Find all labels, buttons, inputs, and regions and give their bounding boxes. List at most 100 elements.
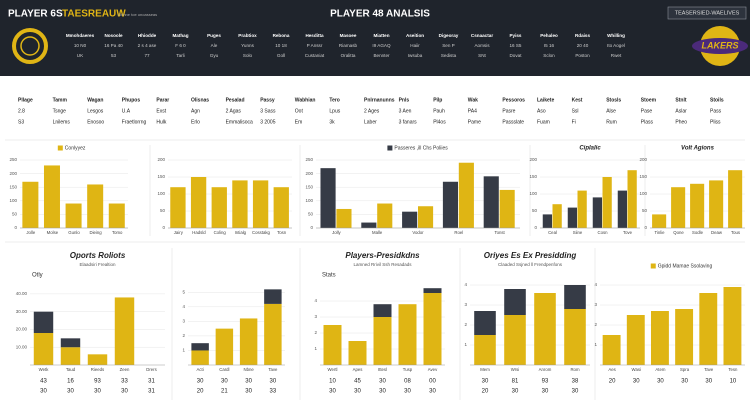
y-tick-label: 200 bbox=[639, 157, 647, 162]
table-cell: Aso bbox=[537, 108, 546, 114]
header-stat: Bennter bbox=[373, 53, 390, 58]
header-stat: I9 AGAQ bbox=[372, 43, 391, 48]
x-sublabel: 20 bbox=[197, 389, 204, 395]
chart-title: Ciplalic bbox=[579, 146, 601, 152]
header-stat: P Anssr bbox=[307, 43, 323, 48]
legend-swatch bbox=[387, 145, 393, 151]
title-a: PLAYER 6S bbox=[8, 9, 63, 20]
bar bbox=[87, 184, 104, 228]
x-tick-label: Tonst bbox=[494, 230, 505, 235]
bar-segment bbox=[373, 304, 392, 317]
table-cell: S3 bbox=[18, 119, 24, 125]
bar bbox=[577, 190, 587, 228]
y-tick-label: 0 bbox=[162, 225, 165, 230]
bar bbox=[723, 287, 742, 365]
header-stat: Rwet bbox=[611, 53, 622, 58]
bar-segment bbox=[239, 318, 258, 365]
bar-segment bbox=[264, 303, 282, 365]
button[interactable] bbox=[667, 6, 747, 20]
header-stat: Pehaleo bbox=[540, 33, 558, 38]
bar bbox=[273, 187, 289, 228]
button-label[interactable]: TEASERSIED-WAELIVES bbox=[675, 10, 740, 16]
y-tick-label: 50 bbox=[532, 208, 538, 213]
x-tick-label: Drers bbox=[146, 367, 157, 372]
table-cell: 2 Ages bbox=[364, 108, 380, 114]
table-header: Phupos bbox=[122, 97, 141, 103]
table-cell: Pass bbox=[710, 108, 722, 114]
x-sublabel: 93 bbox=[94, 379, 101, 385]
chart-title: Volt Agions bbox=[681, 146, 715, 152]
bar-segment bbox=[564, 285, 586, 309]
bar bbox=[252, 180, 269, 228]
bar bbox=[43, 165, 60, 228]
y-tick-label: 10.00 bbox=[16, 344, 28, 349]
bar bbox=[652, 214, 667, 228]
x-tick-label: Gunlo bbox=[68, 230, 80, 235]
bar-segment bbox=[33, 311, 54, 333]
header-stat: Ale bbox=[211, 43, 218, 48]
x-tick-label: Tusp bbox=[403, 367, 413, 372]
x-sublabel: 20 bbox=[609, 379, 616, 385]
x-tick-label: Jolly bbox=[332, 230, 341, 235]
x-sublabel: 30 bbox=[121, 389, 128, 395]
y-tick-label: 150 bbox=[529, 174, 537, 179]
table-cell: 3 Aen bbox=[399, 108, 412, 114]
table-header: Tamm bbox=[53, 97, 68, 103]
header-stat: Gyu bbox=[210, 53, 219, 58]
legend-swatch bbox=[650, 263, 656, 269]
x-sublabel: 16 bbox=[67, 379, 74, 385]
bar bbox=[602, 335, 621, 365]
table-cell: Fuam bbox=[537, 119, 550, 125]
chart-title: Players-Presidkdns bbox=[345, 251, 420, 260]
x-tick-label: Wetk bbox=[39, 367, 50, 372]
header-stat: Mmohdaeres bbox=[66, 33, 95, 38]
x-sublabel: 30 bbox=[245, 389, 252, 395]
bar bbox=[458, 162, 474, 228]
table-cell: Alse bbox=[606, 108, 616, 114]
y-tick-label: 3 bbox=[314, 314, 317, 319]
y-tick-label: 250 bbox=[9, 157, 17, 162]
y-tick-label: 3 bbox=[594, 302, 597, 307]
table-cell: Lpus bbox=[329, 108, 340, 114]
table-cell: Agn bbox=[191, 108, 200, 114]
x-sublabel: 30 bbox=[245, 379, 252, 385]
table-cell: Pheo bbox=[675, 119, 687, 125]
bar-segment bbox=[423, 293, 442, 365]
table-header: Wak bbox=[468, 97, 478, 103]
header-stat: Aomsis bbox=[474, 43, 490, 48]
header-stat: Solo bbox=[243, 53, 253, 58]
y-tick-label: 150 bbox=[9, 184, 17, 189]
x-sublabel: 10 bbox=[730, 379, 737, 385]
bar bbox=[22, 181, 39, 228]
y-tick-label: 40.00 bbox=[16, 291, 28, 296]
y-tick-label: 150 bbox=[305, 184, 313, 189]
header-stat: Haiir bbox=[410, 43, 420, 48]
chart-note: Stats bbox=[322, 273, 336, 279]
x-tick-label: Siine bbox=[573, 230, 583, 235]
table-header: Pesalad bbox=[226, 97, 245, 103]
table-header: Pilp bbox=[433, 97, 442, 103]
header-stat: Hhiodde bbox=[138, 33, 157, 38]
bar bbox=[483, 176, 499, 228]
bar-segment bbox=[264, 289, 282, 304]
header-stat: 20 40 bbox=[577, 43, 589, 48]
x-tick-label: Malle bbox=[372, 230, 383, 235]
y-tick-label: 1 bbox=[314, 346, 317, 351]
legend-label: Gpidd Mamae Ssolaving bbox=[658, 263, 713, 269]
y-tick-label: 5 bbox=[182, 289, 185, 294]
header-stat: 53 bbox=[111, 53, 117, 58]
x-tick-label: Rieeds bbox=[91, 367, 104, 372]
y-tick-label: 100 bbox=[639, 191, 647, 196]
chart-note: Otly bbox=[32, 273, 43, 279]
right-logo-text: LAKERS bbox=[701, 40, 738, 50]
bar-segment bbox=[33, 333, 54, 365]
x-tick-label: Deaw bbox=[711, 230, 723, 235]
x-tick-label: Vodor bbox=[412, 230, 424, 235]
bar bbox=[211, 187, 227, 228]
table-cell: Fraetlorrng bbox=[122, 119, 147, 125]
x-sublabel: 30 bbox=[67, 389, 74, 395]
bar-segment bbox=[564, 309, 586, 365]
x-tick-label: Dieing bbox=[90, 230, 103, 235]
bar-segment bbox=[60, 338, 81, 348]
x-sublabel: 38 bbox=[572, 379, 579, 385]
